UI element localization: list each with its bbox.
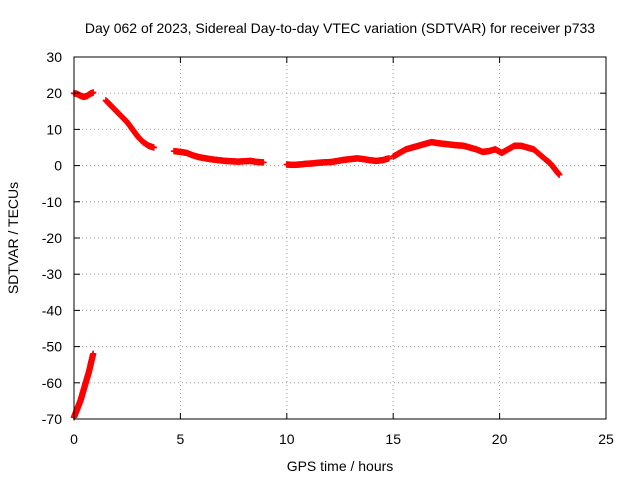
data-points: [70, 89, 563, 421]
data-point: [260, 159, 267, 166]
data-point: [555, 171, 563, 178]
x-axis-label: GPS time / hours: [287, 458, 394, 474]
y-axis-label: SDTVAR / TECUs: [5, 182, 21, 294]
y-tick-label: -10: [42, 194, 62, 210]
data-point: [150, 144, 157, 151]
y-tick-label: 0: [54, 158, 62, 174]
y-tick-label: -50: [42, 339, 62, 355]
y-tick-label: -20: [42, 230, 62, 246]
y-tick-label: 10: [46, 121, 62, 137]
data-point: [385, 155, 393, 162]
data-point: [89, 89, 97, 96]
y-tick-label: 20: [46, 85, 62, 101]
y-tick-label: -30: [42, 266, 62, 282]
x-tick-label: 10: [279, 431, 295, 447]
data-point: [89, 350, 97, 358]
x-tick-label: 25: [598, 431, 614, 447]
y-tick-label: -60: [42, 375, 62, 391]
chart-title: Day 062 of 2023, Sidereal Day-to-day VTE…: [85, 20, 595, 36]
y-tick-label: -70: [42, 411, 62, 427]
y-tick-label: 30: [46, 49, 62, 65]
x-tick-label: 0: [70, 431, 78, 447]
axis-ticks: 0 5 10 15 20 25 30 20 10 0 -10 -20 -30 -40 -50 -60 -70: [42, 49, 614, 447]
x-tick-label: 20: [492, 431, 508, 447]
grid: [74, 57, 606, 419]
x-tick-label: 5: [177, 431, 185, 447]
x-tick-label: 15: [385, 431, 401, 447]
y-tick-label: -40: [42, 302, 62, 318]
